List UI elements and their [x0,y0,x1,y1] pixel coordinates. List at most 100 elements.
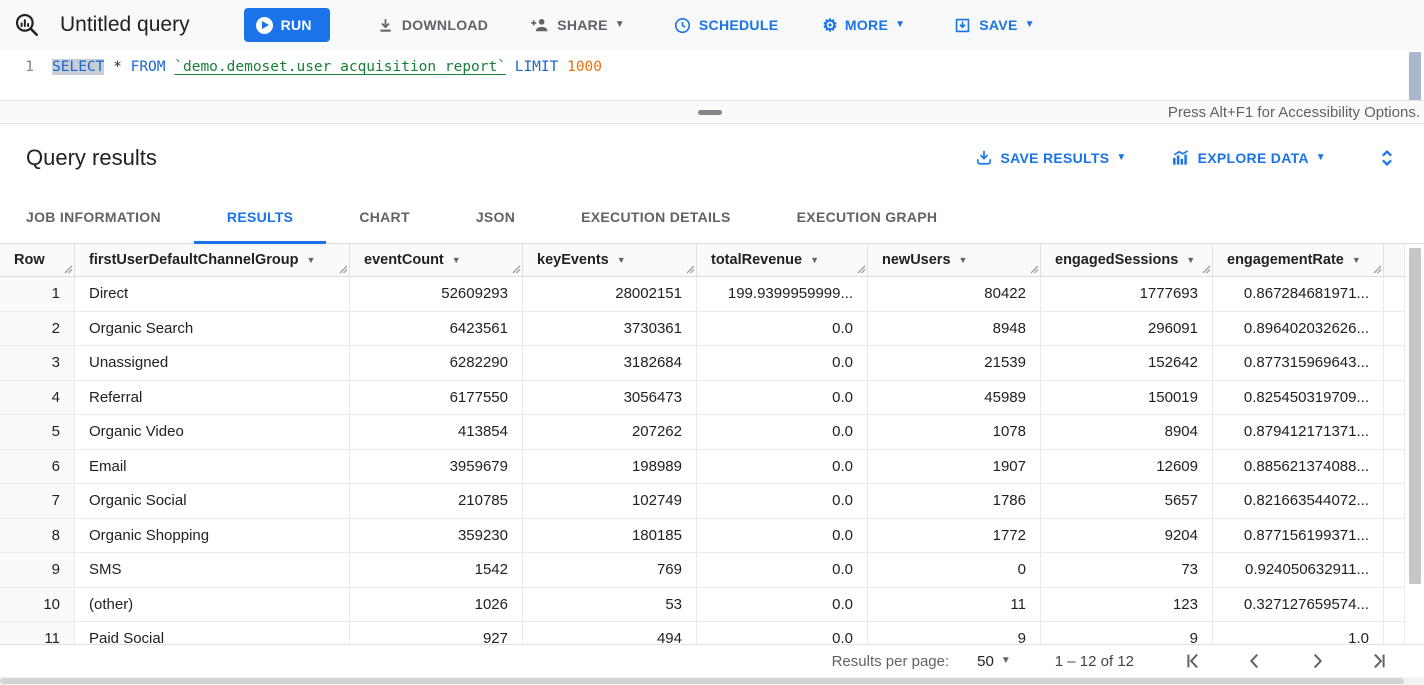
last-page-button[interactable] [1368,650,1390,672]
chevron-down-icon: ▼ [1315,152,1326,163]
table-cell: Email [75,449,350,484]
table-cell: 28002151 [523,277,697,312]
download-button[interactable]: DOWNLOAD [376,16,488,35]
column-resize-icon[interactable] [339,265,348,274]
column-resize-icon[interactable] [1373,265,1382,274]
column-header-engagementrate[interactable]: engagementRate ▼ [1213,244,1384,277]
accessibility-hint: Press Alt+F1 for Accessibility Options. [1167,103,1420,121]
column-header-keyevents[interactable]: keyEvents ▼ [523,244,697,277]
horizontal-scrollbar[interactable] [0,677,1424,685]
table-cell: 150019 [1041,380,1213,415]
last-page-icon [1368,650,1390,672]
table-cell: 3959679 [350,449,523,484]
table-vertical-scrollbar[interactable] [1404,244,1424,644]
table-reference-link[interactable]: `demo.demoset.user_acquisition_report` [174,59,506,75]
table-cell: 8904 [1041,415,1213,450]
column-resize-icon[interactable] [1030,265,1039,274]
table-cell: 3056473 [523,380,697,415]
results-title: Query results [26,145,157,170]
column-header-totalrevenue[interactable]: totalRevenue ▼ [697,244,868,277]
table-cell: 1542 [350,553,523,588]
sort-menu-icon[interactable]: ▼ [1351,255,1361,265]
next-page-button[interactable] [1306,650,1328,672]
table-cell: 5657 [1041,484,1213,519]
row-number-cell: 3 [0,346,75,381]
table-cell: 180185 [523,518,697,553]
sort-menu-icon[interactable]: ▼ [616,255,626,265]
tab-chart[interactable]: CHART [359,208,410,225]
chevron-down-icon: ▼ [1116,152,1127,163]
table-cell: 0.0 [697,449,868,484]
sort-menu-icon[interactable]: ▼ [810,255,819,265]
pagination-bar: Results per page: 50 ▼ 1 – 12 of 12 [0,644,1424,677]
row-number-cell: 7 [0,484,75,519]
table-cell: 102749 [523,484,697,519]
column-label: newUsers [882,252,951,268]
editor-scrollbar[interactable] [1409,52,1421,104]
chevron-right-icon [1306,650,1328,672]
pane-resize-handle[interactable] [698,110,722,115]
table-cell: 0.821663544072... [1213,484,1384,519]
sort-menu-icon[interactable]: ▼ [451,255,461,265]
sort-menu-icon[interactable]: ▼ [958,255,968,265]
table-cell: (other) [75,587,350,622]
more-button[interactable]: ⚙ MORE ▼ [822,15,906,35]
editor-toolbar: Untitled query RUN DOWNLOAD SHARE ▼ [0,0,1424,50]
table-cell: 3182684 [523,346,697,381]
table-cell: Direct [75,277,350,312]
table-cell: 207262 [523,415,697,450]
column-header-row[interactable]: Row [0,244,75,277]
tab-execution-graph[interactable]: EXECUTION GRAPH [796,208,938,225]
page-title: Untitled query [60,13,190,36]
column-header-firstuserdefaultchannelgroup[interactable]: firstUserDefaultChannelGroup ▼ [75,244,350,277]
table-cell: 52609293 [350,277,523,312]
chevron-down-icon: ▼ [614,19,625,30]
table-cell: Organic Video [75,415,350,450]
column-resize-icon[interactable] [512,265,521,274]
table-cell: 0.0 [697,380,868,415]
run-button[interactable]: RUN [243,8,330,42]
sort-menu-icon[interactable]: ▼ [306,255,316,265]
table-cell: 0.0 [697,311,868,346]
scrollbar-thumb[interactable] [1409,248,1421,584]
column-resize-icon[interactable] [857,265,866,274]
sql-editor[interactable]: 1 SELECT * FROM `demo.demoset.user_acqui… [0,50,1424,104]
column-resize-icon[interactable] [686,265,695,274]
column-resize-icon[interactable] [1202,265,1211,274]
table-cell: 0.0 [697,518,868,553]
expand-results-button[interactable] [1376,147,1398,169]
table-cell: 0.924050632911... [1213,553,1384,588]
tab-job-information[interactable]: JOB INFORMATION [26,208,161,225]
scrollbar-thumb[interactable] [0,678,1404,684]
sql-code-line[interactable]: 1 SELECT * FROM `demo.demoset.user_acqui… [0,50,1424,78]
table-cell: 0.0 [697,346,868,381]
table-cell: 9 [1041,622,1213,644]
page-size-select[interactable]: 50 ▼ [977,652,1011,670]
previous-page-button[interactable] [1244,650,1266,672]
column-header-engagedsessions[interactable]: engagedSessions ▼ [1041,244,1213,277]
save-button[interactable]: SAVE ▼ [953,16,1035,35]
row-number-cell: 1 [0,277,75,312]
column-header-newusers[interactable]: newUsers ▼ [868,244,1041,277]
explore-data-button[interactable]: EXPLORE DATA ▼ [1171,148,1326,168]
save-results-button[interactable]: SAVE RESULTS ▼ [974,148,1127,168]
first-page-button[interactable] [1182,650,1204,672]
table-cell: 8948 [868,311,1041,346]
tab-json[interactable]: JSON [475,208,516,225]
table-cell: 0.0 [697,415,868,450]
share-button[interactable]: SHARE ▼ [530,15,625,35]
column-header-eventcount[interactable]: eventCount ▼ [350,244,523,277]
table-cell: Organic Shopping [75,518,350,553]
table-cell: 73 [1041,553,1213,588]
table-cell: Unassigned [75,346,350,381]
page-range-label: 1 – 12 of 12 [1054,652,1134,670]
schedule-button[interactable]: SCHEDULE [673,16,778,35]
sort-menu-icon[interactable]: ▼ [1186,255,1196,265]
table-cell: 1777693 [1041,277,1213,312]
tab-execution-details[interactable]: EXECUTION DETAILS [581,208,731,225]
table-cell: 199.9399959999... [697,277,868,312]
column-resize-icon[interactable] [64,265,73,274]
table-cell: 0.877315969643... [1213,346,1384,381]
tab-results[interactable]: RESULTS [193,192,327,244]
table-cell: 6177550 [350,380,523,415]
